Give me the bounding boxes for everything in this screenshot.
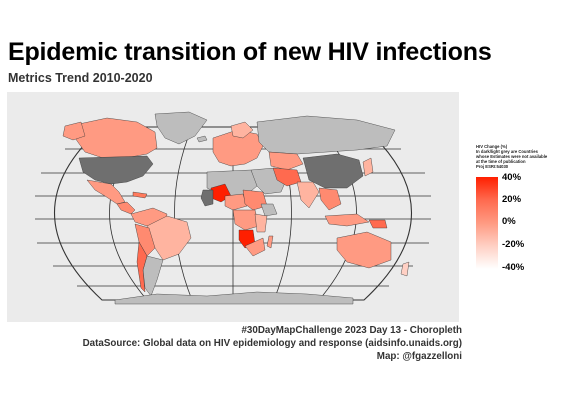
chile: [136, 241, 148, 293]
map-panel: [7, 92, 459, 322]
legend-title-line-3: whose Estimates were not available: [476, 154, 548, 159]
australia: [336, 231, 392, 269]
map-subtitle: Metrics Trend 2010-2020: [8, 71, 153, 85]
iceland: [196, 135, 208, 143]
sudan: [242, 189, 268, 211]
legend: HIV Change (%) In dark/light grey are Co…: [476, 144, 568, 273]
southern-africa: [244, 237, 266, 257]
legend-title-line-1: HIV Change (%): [476, 144, 508, 149]
legend-tick-neg20: -20%: [502, 239, 525, 250]
legend-title-line-5: Proj ESRI:54030: [476, 164, 509, 169]
antarctica: [114, 291, 354, 305]
southeast-asia: [318, 187, 342, 211]
iran: [272, 167, 302, 187]
legend-tick-40: 40%: [502, 172, 522, 183]
caption-challenge: #30DayMapChallenge 2023 Day 13 - Choropl…: [241, 325, 462, 336]
legend-tick-neg40: -40%: [502, 262, 525, 273]
usa: [78, 155, 154, 185]
legend-title-line-2: In dark/light grey are Countries: [476, 149, 538, 154]
niger-nigeria: [224, 193, 248, 211]
legend-title-line-4: at the time of publication: [476, 159, 526, 164]
legend-tick-0: 0%: [502, 216, 516, 227]
japan: [362, 157, 374, 177]
papua: [368, 219, 388, 229]
world-map: [35, 111, 431, 305]
central-america: [116, 201, 136, 215]
scandinavia: [230, 121, 254, 139]
legend-color-bar: [476, 177, 498, 269]
caption-author: Map: @fgazzelloni: [376, 351, 462, 362]
legend-tick-20: 20%: [502, 194, 522, 205]
countries: [62, 111, 410, 305]
east-africa: [254, 213, 268, 233]
china: [302, 153, 364, 189]
greenland: [154, 111, 208, 145]
west-africa-coast: [200, 189, 214, 207]
caribbean: [132, 191, 148, 199]
india: [296, 181, 320, 209]
canada: [74, 117, 158, 159]
kazakhstan: [268, 151, 304, 171]
map-title: Epidemic transition of new HIV infection…: [8, 38, 492, 66]
andes: [134, 223, 156, 257]
central-africa: [232, 209, 260, 231]
madagascar: [266, 235, 274, 249]
new-zealand: [400, 261, 410, 277]
caption-datasource: DataSource: Global data on HIV epidemiol…: [82, 338, 462, 349]
indonesia: [324, 213, 370, 227]
russia: [256, 115, 396, 155]
ethiopia: [260, 203, 278, 217]
alaska: [62, 121, 86, 141]
